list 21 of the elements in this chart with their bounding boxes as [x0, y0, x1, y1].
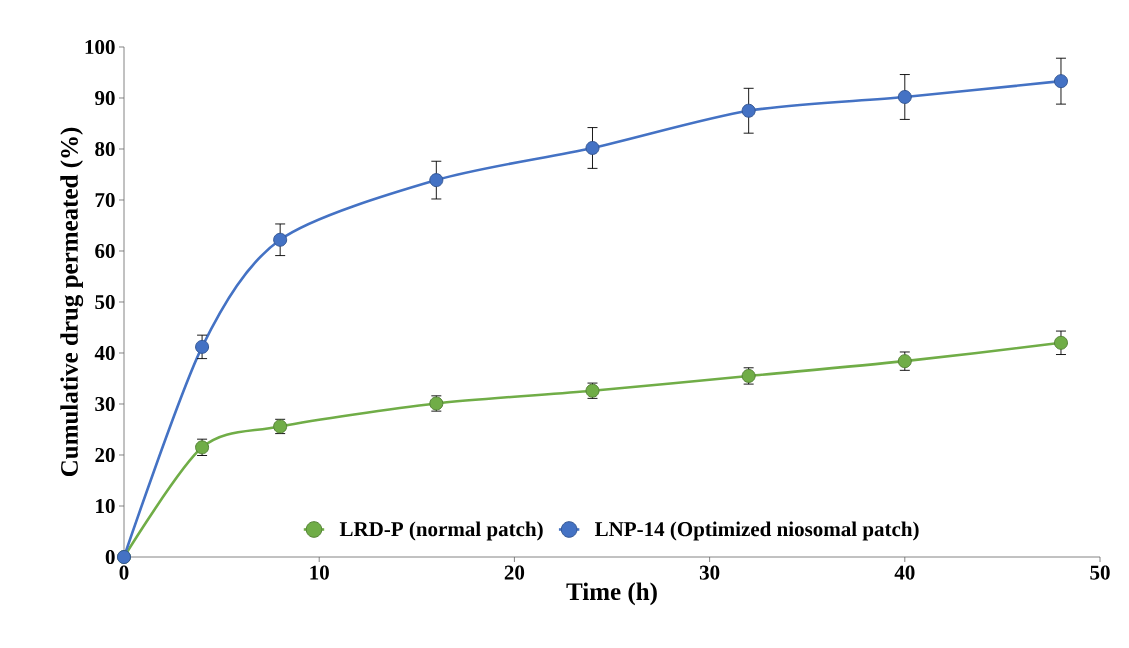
x-tick-label: 40: [894, 565, 915, 580]
legend-label: LRD-P (normal patch): [339, 521, 543, 541]
x-tick-label: 0: [119, 565, 129, 580]
y-tick-label: 50: [95, 294, 115, 310]
y-tick-label: 60: [95, 243, 115, 259]
x-tick-label: 30: [699, 565, 720, 580]
x-tick-label: 10: [310, 565, 329, 580]
y-tick-label: 70: [95, 192, 115, 208]
y-tick-label: 90: [95, 90, 115, 106]
y-tick-label: 20: [95, 447, 115, 463]
y-tick-label: 30: [95, 396, 115, 412]
y-tick-label: 10: [96, 498, 115, 514]
legend-label: LNP-14 (Optimized niosomal patch): [594, 521, 919, 541]
x-axis-title: Time (h): [566, 582, 657, 606]
y-tick-label: 40: [94, 345, 115, 361]
y-tick-label: 100: [85, 39, 115, 55]
x-tick-label: 20: [504, 565, 525, 580]
x-tick-label: 50: [1090, 565, 1110, 580]
y-tick-label: 0: [105, 549, 115, 565]
y-axis-title: Cumulative drug permeated (%): [60, 127, 84, 477]
y-tick-label: 80: [95, 141, 115, 157]
